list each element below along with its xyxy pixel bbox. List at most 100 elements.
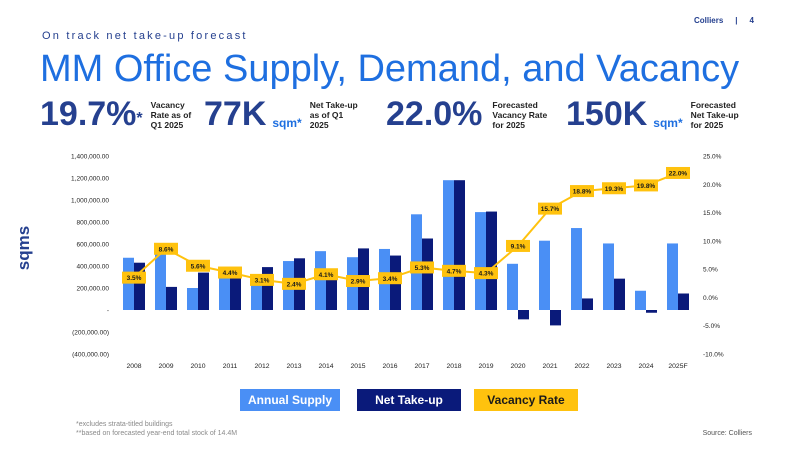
- source-note: Source: Colliers: [702, 430, 752, 437]
- y2-tick-label: 5.0%: [703, 267, 718, 274]
- bar-net-takeup: [646, 310, 657, 313]
- vacancy-data-label: 19.3%: [605, 186, 624, 193]
- vacancy-point: [154, 242, 178, 255]
- vacancy-data-label: 2.4%: [287, 281, 302, 288]
- bar-net-takeup: [326, 278, 337, 310]
- y2-tick-label: 20.0%: [703, 182, 722, 189]
- vacancy-point: [122, 271, 146, 284]
- kpi-desc-line: 2025: [309, 120, 329, 130]
- kpi-unit: sqm*: [272, 116, 302, 130]
- x-tick-label: 2014: [318, 363, 333, 370]
- x-tick-label: 2022: [574, 363, 589, 370]
- x-tick-label: 2016: [382, 363, 397, 370]
- kpi-desc-line: Forecasted: [492, 100, 538, 110]
- kpi-desc-line: Q1 2025: [150, 120, 184, 130]
- kpi-desc-line: for 2025: [690, 120, 724, 130]
- vacancy-data-label: 5.3%: [415, 265, 430, 272]
- kpi-description: Net Take-up as of Q1 2025: [310, 100, 358, 130]
- x-tick-label: 2019: [478, 363, 493, 370]
- y2-tick-label: 0.0%: [703, 295, 718, 302]
- x-tick-label: 2015: [350, 363, 365, 370]
- y2-tick-label: 15.0%: [703, 210, 722, 217]
- page-number: 4: [749, 16, 754, 25]
- vacancy-data-label: 15.7%: [541, 206, 560, 213]
- y-tick-label: -: [107, 308, 109, 315]
- bar-annual-supply: [251, 274, 262, 310]
- vacancy-data-label: 8.6%: [159, 246, 174, 253]
- bar-annual-supply: [187, 288, 198, 310]
- bar-annual-supply: [443, 180, 454, 310]
- bar-net-takeup: [678, 293, 689, 310]
- brand-name: Colliers: [693, 16, 724, 25]
- kpi-value: 22.0%: [386, 95, 483, 133]
- page-header: Colliers | 4: [694, 16, 754, 25]
- kpi-desc-line: Net Take-up: [309, 100, 358, 110]
- kpi-value: 150K: [566, 95, 648, 133]
- y-tick-label: 800,000.00: [76, 220, 109, 227]
- bar-annual-supply: [475, 212, 486, 310]
- x-tick-label: 2010: [190, 363, 205, 370]
- y-tick-label: 600,000.00: [76, 242, 109, 249]
- vacancy-data-label: 5.6%: [191, 263, 206, 270]
- vacancy-data-label: 9.1%: [511, 244, 526, 251]
- x-tick-label: 2009: [158, 363, 173, 370]
- vacancy-data-label: 19.8%: [637, 183, 656, 190]
- y-tick-label: (200,000.00): [72, 330, 109, 337]
- kpi-star: *: [136, 110, 143, 127]
- x-tick-label: 2025F: [668, 363, 687, 370]
- vacancy-point: [346, 275, 370, 288]
- kpi-desc-line: Net Take-up: [690, 110, 739, 120]
- kpi-description: Forecasted Vacancy Rate for 2025: [492, 100, 547, 130]
- footnotes: *excludes strata-titled buildings **base…: [76, 420, 237, 438]
- vacancy-data-label: 18.8%: [573, 189, 592, 196]
- vacancy-point: [666, 166, 690, 179]
- x-tick-label: 2023: [606, 363, 621, 370]
- legend-net-takeup: Net Take-up: [357, 389, 461, 411]
- kpi-desc-line: Rate as of: [150, 110, 192, 120]
- bar-net-takeup: [550, 310, 561, 326]
- kpi-desc-line: Forecasted: [690, 100, 736, 110]
- bar-net-takeup: [422, 238, 433, 310]
- kpi-forecast-vacancy: 22.0% Forecasted Vacancy Rate for 2025: [386, 96, 547, 132]
- vacancy-point: [506, 239, 530, 252]
- legend-label: Net Take-up: [375, 393, 443, 407]
- vacancy-point: [186, 259, 210, 272]
- bar-net-takeup: [230, 277, 241, 310]
- bar-net-takeup: [166, 286, 177, 310]
- bar-annual-supply: [571, 228, 582, 310]
- kpi-net-takeup: 77K sqm* Net Take-up as of Q1 2025: [204, 96, 358, 132]
- vacancy-point: [634, 179, 658, 192]
- bar-annual-supply: [603, 243, 614, 310]
- y-tick-label: 200,000.00: [76, 286, 109, 293]
- vacancy-data-label: 22.0%: [669, 171, 688, 178]
- kpi-description: Forecasted Net Take-up for 2025: [691, 100, 739, 130]
- x-tick-label: 2012: [254, 363, 269, 370]
- kpi-desc-line: for 2025: [492, 120, 526, 130]
- y2-tick-label: 10.0%: [703, 238, 722, 245]
- bar-net-takeup: [582, 298, 593, 310]
- bar-annual-supply: [315, 251, 326, 310]
- y-tick-label: 1,400,000.00: [71, 154, 109, 161]
- chart-legend: Annual Supply Net Take-up Vacancy Rate: [0, 389, 800, 411]
- kpi-value: 77K: [204, 95, 267, 133]
- bar-annual-supply: [219, 277, 230, 310]
- x-tick-label: 2020: [510, 363, 525, 370]
- kpi-desc-line: as of Q1: [309, 110, 344, 120]
- kpi-value: 19.7%: [40, 95, 137, 133]
- bar-net-takeup: [518, 310, 529, 320]
- y-tick-label: (400,000.00): [72, 352, 109, 359]
- bar-net-takeup: [486, 211, 497, 310]
- vacancy-data-label: 3.4%: [383, 276, 398, 283]
- legend-annual-supply: Annual Supply: [240, 389, 340, 411]
- x-tick-label: 2021: [542, 363, 557, 370]
- bar-net-takeup: [262, 267, 273, 310]
- y2-tick-label: -5.0%: [703, 323, 720, 330]
- kpi-unit: sqm*: [653, 116, 683, 130]
- vacancy-data-label: 4.7%: [447, 268, 462, 275]
- legend-label: Annual Supply: [248, 393, 332, 407]
- footnote-line: **based on forecasted year-end total sto…: [76, 430, 238, 437]
- vacancy-data-label: 4.4%: [223, 270, 238, 277]
- vacancy-point: [602, 182, 626, 195]
- vacancy-point: [218, 266, 242, 279]
- x-tick-label: 2011: [223, 363, 238, 370]
